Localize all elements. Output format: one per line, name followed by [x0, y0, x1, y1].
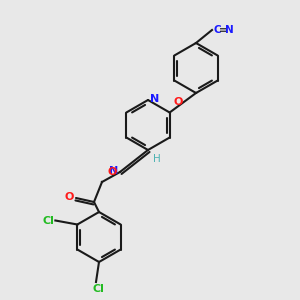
Text: O: O	[107, 167, 117, 177]
Text: H: H	[153, 154, 161, 164]
Text: C: C	[213, 25, 220, 35]
Text: N: N	[225, 25, 234, 35]
Text: ≡: ≡	[219, 25, 227, 35]
Text: O: O	[64, 192, 74, 202]
Text: Cl: Cl	[43, 215, 54, 226]
Text: Cl: Cl	[92, 284, 104, 294]
Text: N: N	[109, 166, 118, 176]
Text: N: N	[150, 94, 159, 104]
Text: O: O	[173, 97, 182, 107]
